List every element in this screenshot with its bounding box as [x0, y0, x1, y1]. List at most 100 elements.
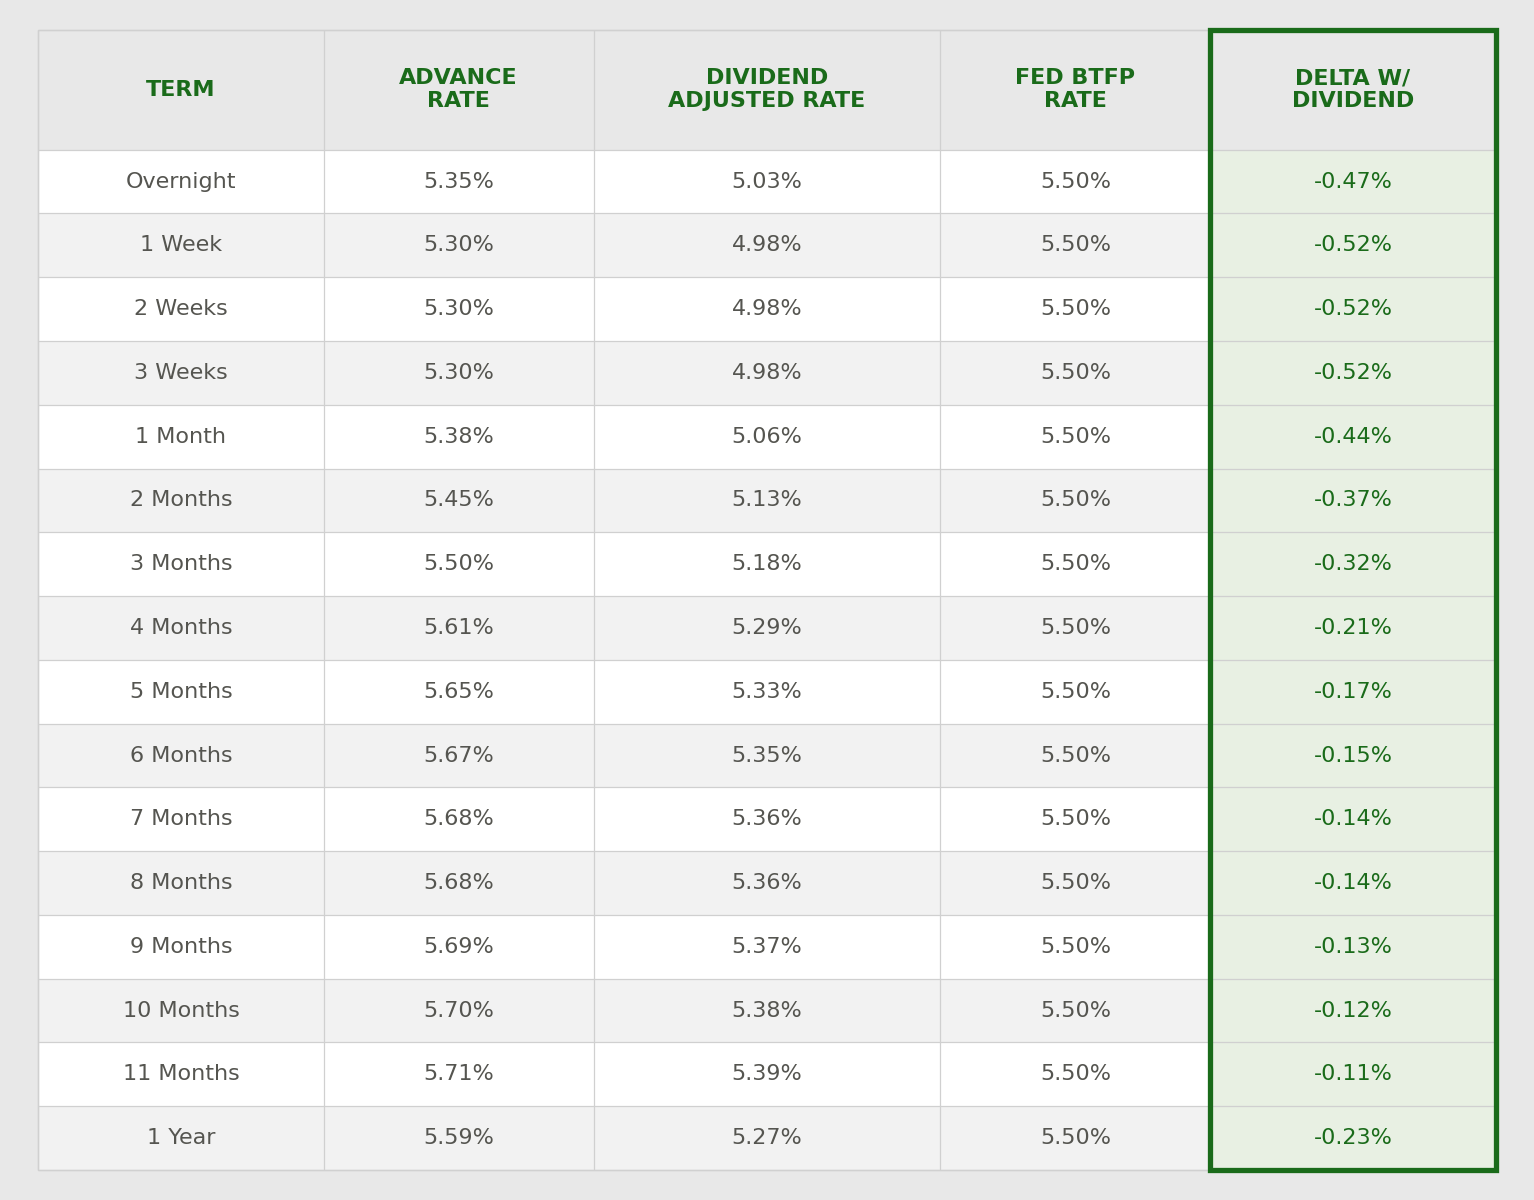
- Text: -0.14%: -0.14%: [1313, 874, 1393, 893]
- Text: 4.98%: 4.98%: [732, 299, 802, 319]
- Text: 1 Month: 1 Month: [135, 427, 227, 446]
- Text: 4.98%: 4.98%: [732, 235, 802, 256]
- Bar: [594, 660, 940, 724]
- Bar: [324, 1106, 594, 1170]
- Text: 5.18%: 5.18%: [732, 554, 802, 574]
- Text: 5.50%: 5.50%: [1040, 1064, 1111, 1085]
- Text: 5.68%: 5.68%: [423, 874, 494, 893]
- Bar: [1210, 150, 1496, 214]
- Bar: [38, 851, 324, 914]
- Bar: [38, 404, 324, 468]
- Text: 5.67%: 5.67%: [423, 745, 494, 766]
- Text: 5.30%: 5.30%: [423, 235, 494, 256]
- Text: 5.71%: 5.71%: [423, 1064, 494, 1085]
- Text: 5.50%: 5.50%: [1040, 362, 1111, 383]
- Bar: [1210, 914, 1496, 979]
- Text: -0.21%: -0.21%: [1313, 618, 1393, 638]
- Bar: [594, 404, 940, 468]
- Bar: [594, 30, 940, 150]
- Bar: [38, 1106, 324, 1170]
- Bar: [594, 150, 940, 214]
- Bar: [594, 914, 940, 979]
- Bar: [940, 341, 1210, 404]
- Text: 5.03%: 5.03%: [732, 172, 802, 192]
- Text: -0.52%: -0.52%: [1313, 299, 1393, 319]
- Bar: [940, 533, 1210, 596]
- Bar: [324, 1043, 594, 1106]
- Bar: [324, 851, 594, 914]
- Text: 5.35%: 5.35%: [732, 745, 802, 766]
- Bar: [940, 150, 1210, 214]
- Bar: [38, 214, 324, 277]
- Bar: [324, 150, 594, 214]
- Text: ADVANCE
RATE: ADVANCE RATE: [399, 68, 518, 112]
- Text: -0.47%: -0.47%: [1313, 172, 1393, 192]
- Bar: [1210, 341, 1496, 404]
- Bar: [324, 468, 594, 533]
- Text: -0.37%: -0.37%: [1313, 491, 1393, 510]
- Text: FED BTFP
RATE: FED BTFP RATE: [1016, 68, 1135, 112]
- Text: 11 Months: 11 Months: [123, 1064, 239, 1085]
- Text: 5.50%: 5.50%: [1040, 299, 1111, 319]
- Text: -0.52%: -0.52%: [1313, 235, 1393, 256]
- Text: 10 Months: 10 Months: [123, 1001, 239, 1020]
- Text: -0.52%: -0.52%: [1313, 362, 1393, 383]
- Text: 5.06%: 5.06%: [732, 427, 802, 446]
- Text: 7 Months: 7 Months: [130, 809, 232, 829]
- Text: 5.38%: 5.38%: [732, 1001, 802, 1020]
- Bar: [940, 30, 1210, 150]
- Bar: [324, 914, 594, 979]
- Text: 5 Months: 5 Months: [129, 682, 232, 702]
- Bar: [940, 914, 1210, 979]
- Bar: [940, 787, 1210, 851]
- Bar: [1210, 660, 1496, 724]
- Bar: [1210, 533, 1496, 596]
- Text: 5.50%: 5.50%: [1040, 172, 1111, 192]
- Text: 6 Months: 6 Months: [130, 745, 232, 766]
- Text: DELTA W/
DIVIDEND: DELTA W/ DIVIDEND: [1292, 68, 1414, 112]
- Text: 5.38%: 5.38%: [423, 427, 494, 446]
- Text: 3 Weeks: 3 Weeks: [133, 362, 229, 383]
- Text: 5.13%: 5.13%: [732, 491, 802, 510]
- Bar: [940, 404, 1210, 468]
- Bar: [1210, 1043, 1496, 1106]
- Text: Overnight: Overnight: [126, 172, 236, 192]
- Bar: [324, 533, 594, 596]
- Bar: [1210, 30, 1496, 1170]
- Bar: [1210, 787, 1496, 851]
- Text: 5.29%: 5.29%: [732, 618, 802, 638]
- Bar: [38, 468, 324, 533]
- Bar: [38, 533, 324, 596]
- Text: 5.36%: 5.36%: [732, 874, 802, 893]
- Bar: [38, 914, 324, 979]
- Bar: [324, 787, 594, 851]
- Text: 5.30%: 5.30%: [423, 299, 494, 319]
- Text: TERM: TERM: [146, 80, 216, 100]
- Text: 2 Weeks: 2 Weeks: [133, 299, 229, 319]
- Text: 5.61%: 5.61%: [423, 618, 494, 638]
- Bar: [940, 724, 1210, 787]
- Bar: [1210, 404, 1496, 468]
- Bar: [324, 341, 594, 404]
- Text: 5.65%: 5.65%: [423, 682, 494, 702]
- Bar: [324, 277, 594, 341]
- Bar: [324, 660, 594, 724]
- Bar: [940, 660, 1210, 724]
- Text: 5.50%: 5.50%: [1040, 937, 1111, 956]
- Text: 5.50%: 5.50%: [1040, 1001, 1111, 1020]
- Bar: [940, 851, 1210, 914]
- Bar: [324, 404, 594, 468]
- Text: 5.50%: 5.50%: [1040, 809, 1111, 829]
- Bar: [38, 979, 324, 1043]
- Bar: [940, 979, 1210, 1043]
- Bar: [1210, 851, 1496, 914]
- Text: 5.30%: 5.30%: [423, 362, 494, 383]
- Bar: [1210, 724, 1496, 787]
- Bar: [1210, 214, 1496, 277]
- Text: 5.50%: 5.50%: [1040, 235, 1111, 256]
- Bar: [940, 1106, 1210, 1170]
- Bar: [324, 724, 594, 787]
- Text: 5.70%: 5.70%: [423, 1001, 494, 1020]
- Text: -0.23%: -0.23%: [1313, 1128, 1393, 1148]
- Text: -0.32%: -0.32%: [1313, 554, 1393, 574]
